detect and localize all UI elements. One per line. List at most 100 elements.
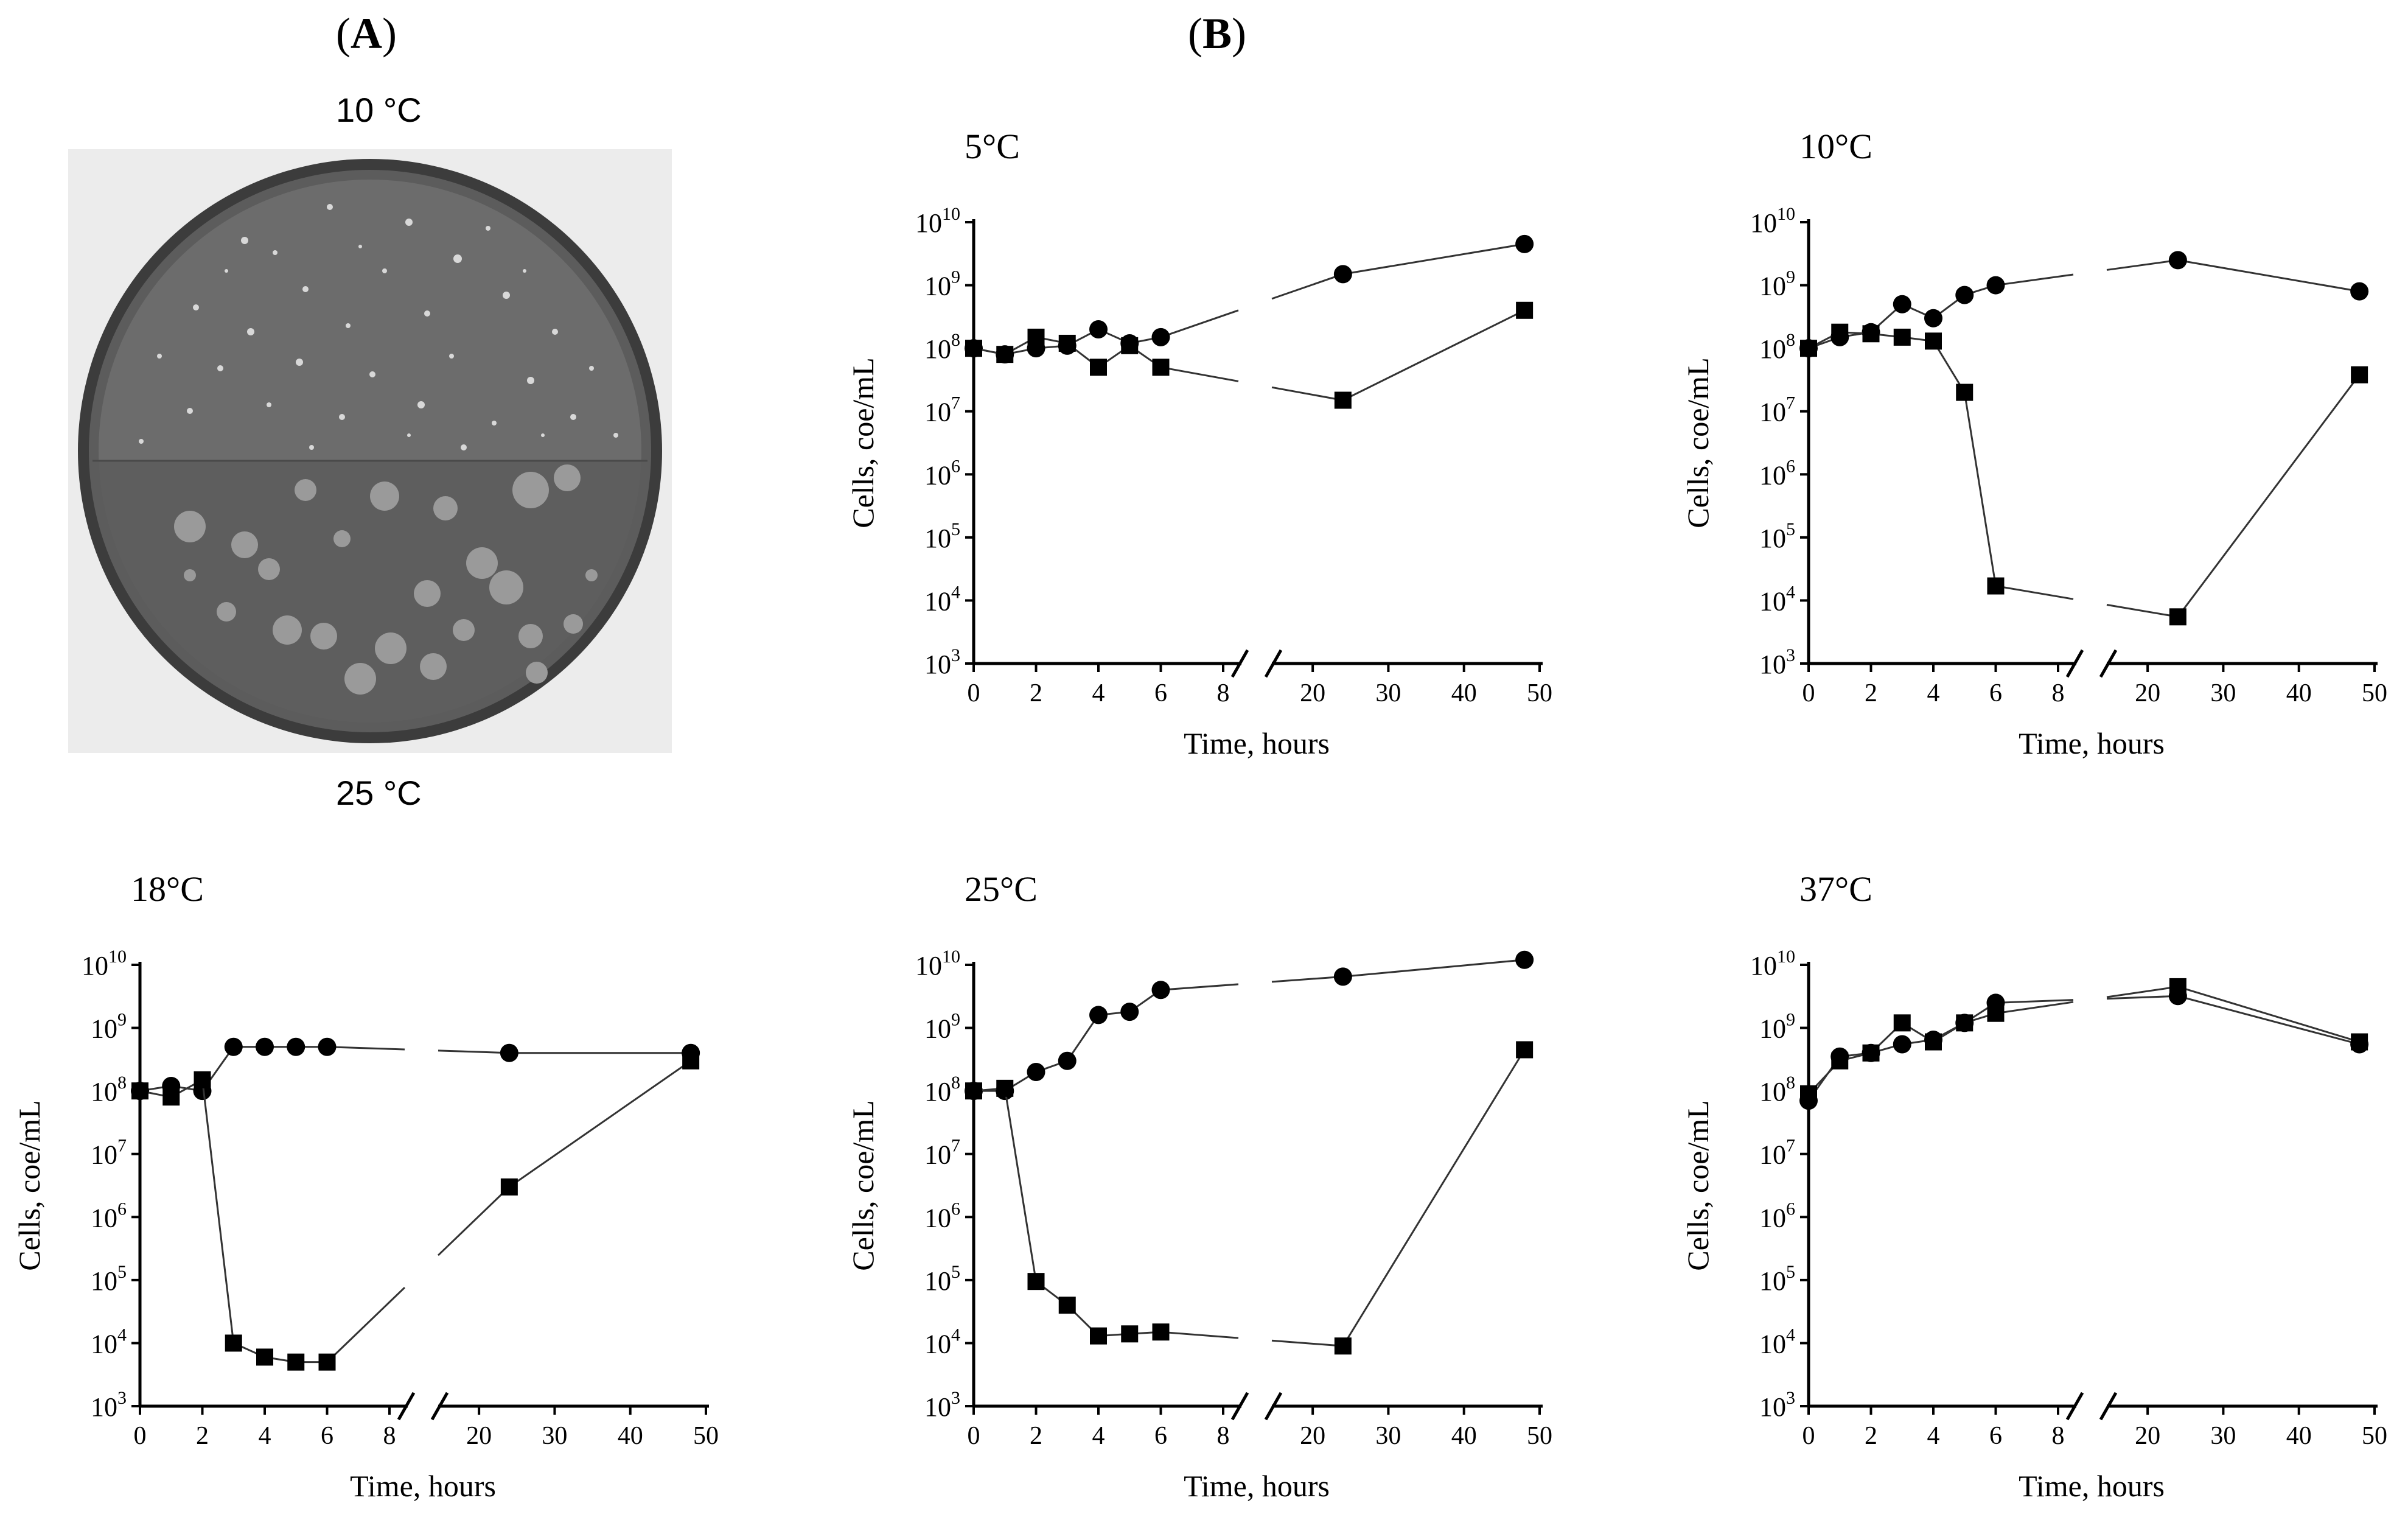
squares-line	[509, 1060, 691, 1188]
circle-marker	[224, 1037, 243, 1056]
axis-break-mark	[1264, 649, 1283, 678]
chart-group: 5°C 103 104 105 106 107 108 109 1010 0 2 4 6 8 20 30 40 5…	[846, 127, 1552, 760]
y-tick-label: 105	[924, 519, 960, 553]
chart-10c: 10°C 103 104 105 106 107 108 109 1010 0 2 4 6 8 20 30 40…	[1681, 127, 2387, 760]
square-marker	[225, 1334, 242, 1352]
square-marker	[131, 1082, 148, 1100]
x-tick-label: 0	[1803, 1422, 1815, 1450]
square-marker	[1862, 325, 1880, 343]
x-tick-label: 40	[1451, 679, 1477, 707]
panel-a-letter-text: A	[350, 9, 382, 58]
y-tick-label: 106	[924, 456, 960, 490]
x-tick-label: 0	[968, 1422, 980, 1450]
y-tick-label: 106	[924, 1199, 960, 1233]
squares-line	[1342, 309, 1525, 401]
x-tick-label: 4	[1092, 679, 1105, 707]
circles-line	[1342, 959, 1525, 978]
x-tick-label: 8	[383, 1422, 396, 1450]
squares-line	[2106, 604, 2179, 618]
x-tick-label: 30	[2210, 1422, 2236, 1450]
square-marker	[1152, 1323, 1170, 1341]
circle-marker	[2350, 282, 2369, 301]
squares-line	[1995, 585, 2074, 600]
y-tick-label: 107	[924, 1136, 960, 1170]
panel-a-open-paren: (	[336, 9, 351, 58]
x-tick-label: 20	[2135, 1422, 2160, 1450]
x-tick-label: 40	[1451, 1422, 1477, 1450]
x-tick-label: 50	[2362, 1422, 2387, 1450]
x-tick-label: 40	[2286, 1422, 2312, 1450]
y-tick-label: 104	[924, 1325, 960, 1359]
x-tick-label: 8	[1217, 1422, 1230, 1450]
circle-marker	[1027, 1062, 1045, 1081]
chart-5c: 5°C 103 104 105 106 107 108 109 1010 0 2 4 6 8 20 30 40 5…	[846, 127, 1552, 760]
axis-break-mark	[397, 1392, 416, 1421]
square-marker	[1862, 1044, 1880, 1062]
square-marker	[1090, 359, 1107, 376]
y-tick-label: 108	[1759, 330, 1795, 364]
x-tick-label: 50	[1527, 1422, 1552, 1450]
y-tick-label: 109	[1759, 267, 1795, 301]
y-axis-label: Cells, coe/mL	[1681, 357, 1715, 528]
circle-marker	[1955, 285, 1974, 304]
panel-a-close-paren: )	[382, 9, 397, 58]
y-tick-label: 103	[1759, 1388, 1795, 1422]
x-axis-label: Time, hours	[2019, 1469, 2165, 1503]
y-axis-label: Cells, coe/mL	[1681, 1100, 1715, 1271]
x-tick-label: 4	[259, 1422, 271, 1450]
circle-marker	[287, 1037, 305, 1056]
y-tick-label: 108	[924, 330, 960, 364]
circles-line	[1271, 273, 1344, 300]
square-marker	[1058, 1297, 1076, 1314]
x-tick-label: 40	[618, 1422, 643, 1450]
x-tick-label: 0	[134, 1422, 147, 1450]
y-tick-label: 1010	[82, 947, 127, 981]
circles-line	[1342, 243, 1525, 275]
square-marker	[1516, 301, 1534, 319]
x-tick-label: 2	[196, 1422, 209, 1450]
square-marker	[1893, 328, 1911, 346]
circle-marker	[1120, 1003, 1139, 1021]
circle-marker	[1893, 295, 1911, 313]
x-tick-label: 2	[1030, 679, 1042, 707]
square-marker	[1334, 1337, 1352, 1355]
y-tick-label: 104	[1759, 582, 1795, 616]
square-marker	[996, 1079, 1014, 1097]
square-marker	[256, 1348, 273, 1366]
x-tick-label: 40	[2286, 679, 2312, 707]
chart-37c: 37°C 103 104 105 106 107 108 109 1010 0 2 4 6 8 20 30 40…	[1681, 869, 2387, 1503]
squares-line	[1003, 1088, 1037, 1282]
axis-break-mark	[430, 1392, 449, 1421]
chart-18c: 18°C 103 104 105 106 107 108 109 1010 0 2 4 6 8 20 30 40…	[12, 869, 719, 1503]
y-tick-label: 107	[91, 1136, 127, 1170]
x-tick-label: 2	[1865, 679, 1877, 707]
y-tick-label: 109	[924, 267, 960, 301]
x-tick-label: 30	[2210, 679, 2236, 707]
x-tick-label: 20	[2135, 679, 2160, 707]
square-marker	[2169, 978, 2186, 995]
x-tick-label: 6	[1989, 1422, 2002, 1450]
x-tick-label: 8	[2052, 1422, 2065, 1450]
y-tick-label: 1010	[915, 947, 960, 981]
axis-break-mark	[1230, 649, 1249, 678]
square-marker	[1516, 1041, 1534, 1059]
circle-marker	[1515, 950, 1534, 969]
y-tick-label: 1010	[915, 204, 960, 238]
square-marker	[2351, 366, 2368, 383]
axis-break-mark	[2065, 649, 2084, 678]
y-tick-label: 107	[1759, 1136, 1795, 1170]
circle-marker	[1058, 1051, 1077, 1070]
x-tick-label: 6	[321, 1422, 333, 1450]
square-marker	[1987, 577, 2005, 595]
circle-marker	[1893, 1035, 1911, 1054]
axis-break-mark	[1230, 1392, 1249, 1421]
circle-marker	[1515, 234, 1534, 253]
x-tick-label: 50	[693, 1422, 719, 1450]
x-axis-label: Time, hours	[350, 1469, 496, 1503]
y-tick-label: 1010	[1750, 947, 1795, 981]
y-tick-label: 104	[924, 582, 960, 616]
y-tick-label: 104	[1759, 1325, 1795, 1359]
square-marker	[996, 346, 1014, 363]
x-tick-label: 30	[542, 1422, 567, 1450]
square-marker	[1987, 1004, 2005, 1022]
